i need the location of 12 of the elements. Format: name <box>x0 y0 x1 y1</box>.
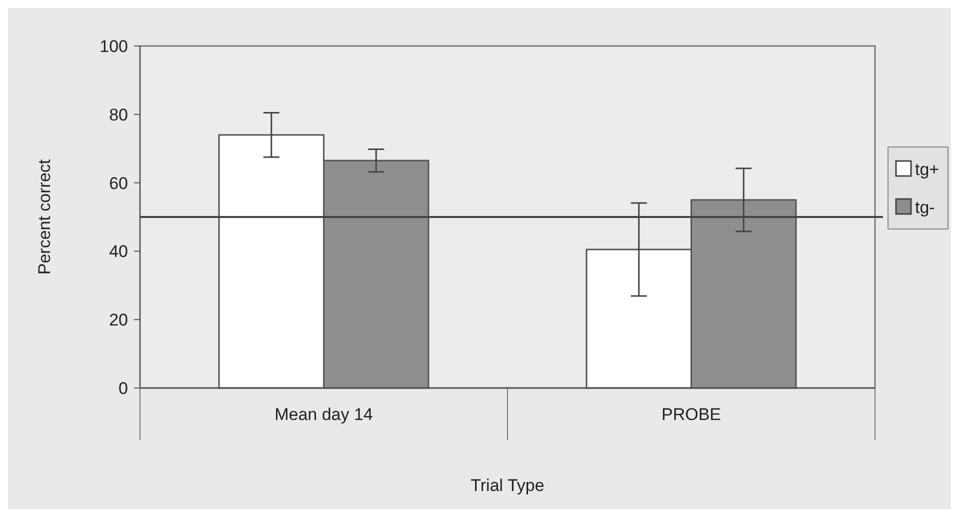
legend-label: tg+ <box>915 160 940 179</box>
y-axis-title: Percent correct <box>35 159 54 275</box>
legend-label: tg- <box>915 198 935 217</box>
y-tick-label: 80 <box>109 105 128 124</box>
x-tick-label: Mean day 14 <box>274 405 373 424</box>
y-tick-label: 0 <box>118 379 128 398</box>
y-tick-label: 100 <box>100 37 128 56</box>
y-tick-label: 20 <box>109 310 128 330</box>
y-tick-label: 40 <box>109 242 128 262</box>
y-tick-label: 60 <box>109 174 128 193</box>
x-tick-label: PROBE <box>661 405 722 424</box>
x-axis-title: Trial Type <box>470 476 544 495</box>
